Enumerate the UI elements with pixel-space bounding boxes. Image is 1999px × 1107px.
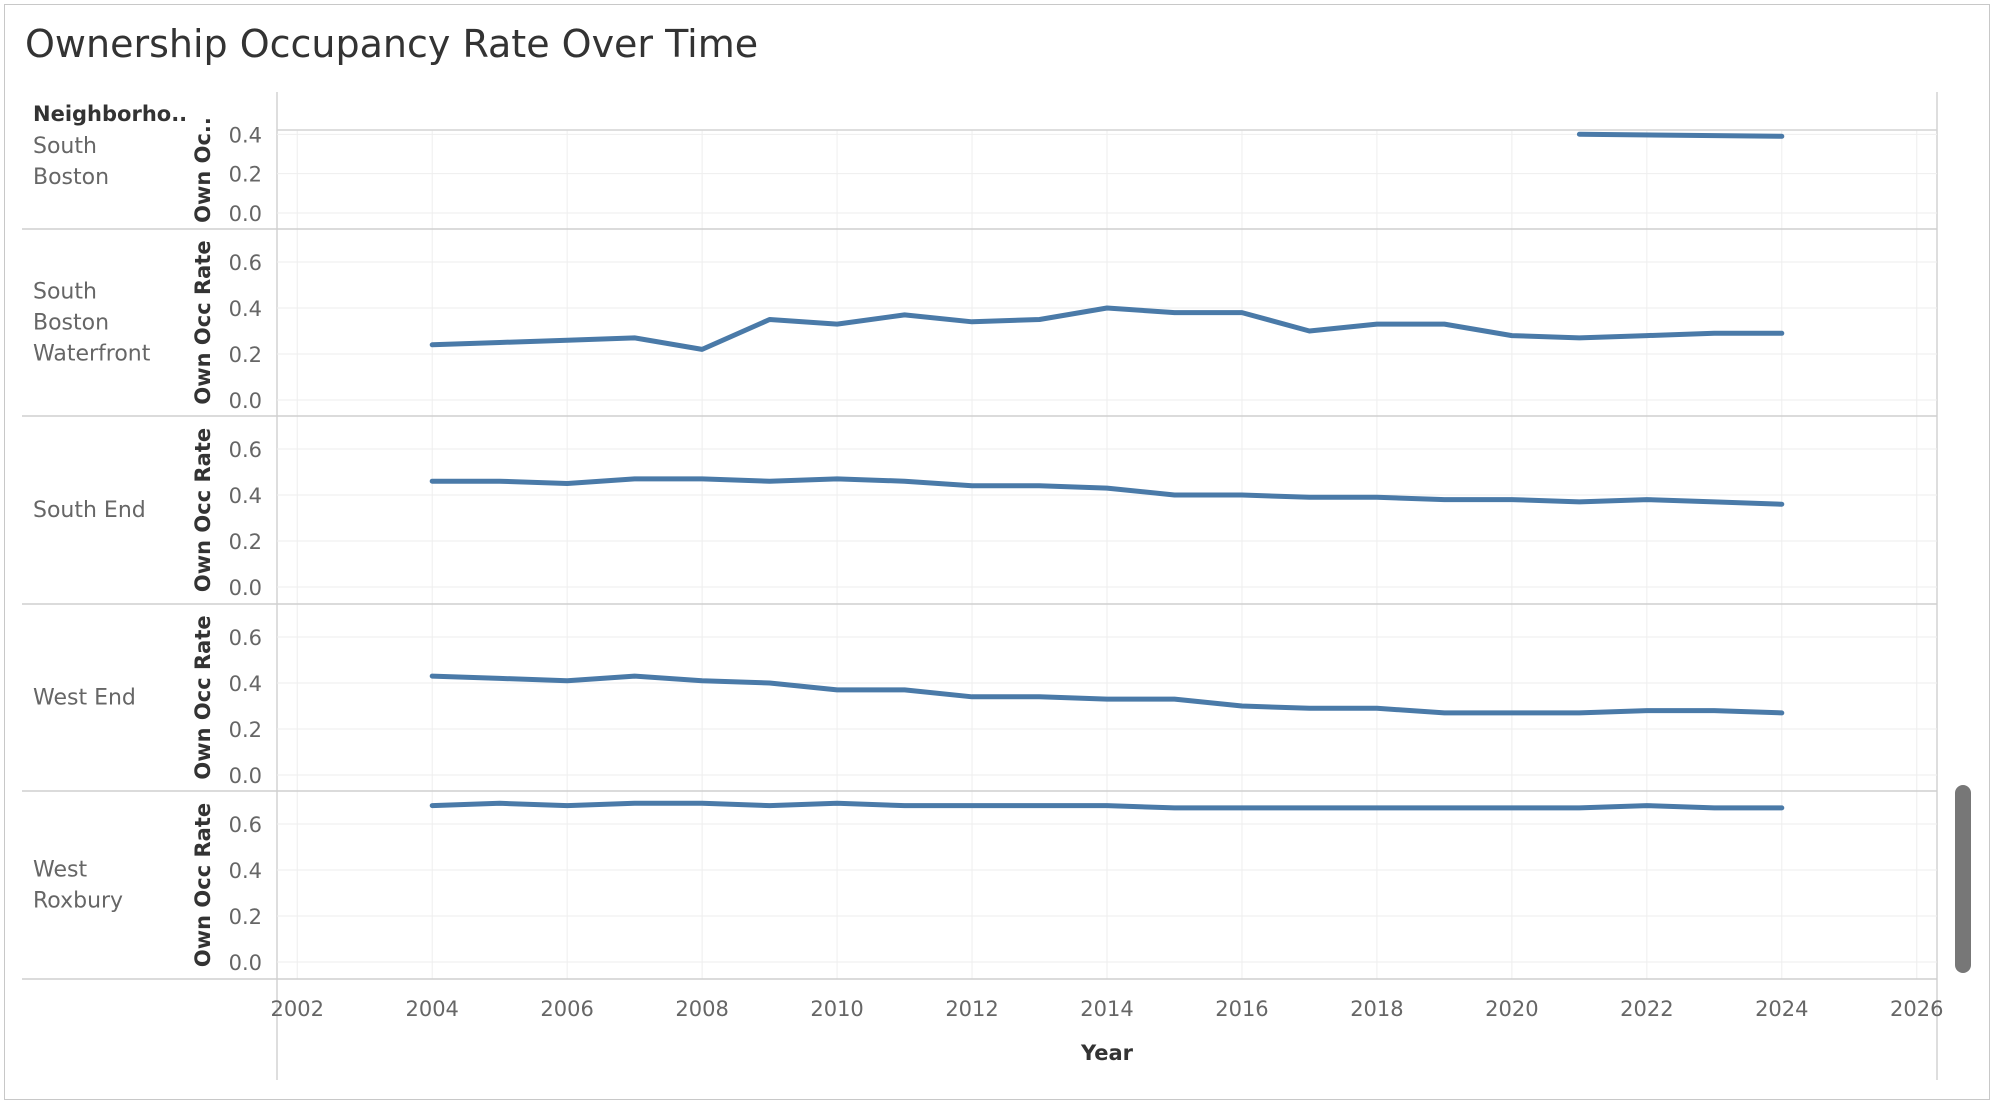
y-axis-label: Own Occ Rate (191, 803, 215, 967)
x-tick-label: 2012 (945, 997, 998, 1021)
row-label-west-roxbury: West (33, 858, 87, 883)
row-label-west-roxbury: Roxbury (33, 889, 123, 914)
row-label-west-end: West End (33, 686, 136, 711)
vertical-scrollbar[interactable] (1955, 785, 1971, 973)
x-tick-label: 2018 (1350, 997, 1403, 1021)
x-tick-label: 2020 (1485, 997, 1538, 1021)
y-tick-label: 0.4 (229, 859, 262, 883)
y-tick-label: 0.0 (229, 764, 262, 788)
x-tick-label: 2022 (1620, 997, 1673, 1021)
chart-title: Ownership Occupancy Rate Over Time (25, 22, 759, 66)
y-tick-label: 0.6 (229, 251, 262, 275)
series-line-west-end (429, 673, 1785, 716)
y-tick-label: 0.4 (229, 672, 262, 696)
y-tick-label: 0.6 (229, 813, 262, 837)
x-tick-label: 2006 (540, 997, 593, 1021)
y-tick-label: 0.0 (229, 389, 262, 413)
y-tick-label: 0.2 (229, 163, 262, 187)
y-tick-label: 0.4 (229, 123, 262, 147)
x-tick-label: 2004 (405, 997, 458, 1021)
row-label-south-boston-waterfront: Boston (33, 311, 109, 336)
series-line-south-boston (1576, 131, 1785, 139)
y-axis-label: Own Occ Rate (191, 615, 215, 779)
y-tick-label: 0.4 (229, 484, 262, 508)
y-tick-label: 0.0 (229, 576, 262, 600)
row-label-south-boston-waterfront: Waterfront (33, 342, 151, 367)
y-tick-label: 0.2 (229, 343, 262, 367)
y-axis-label: Own Oc.. (191, 117, 215, 223)
chart-frame (4, 4, 1990, 1100)
y-tick-label: 0.2 (229, 905, 262, 929)
y-tick-label: 0.6 (229, 626, 262, 650)
y-axis-label: Own Occ Rate (191, 428, 215, 592)
y-tick-label: 0.2 (229, 530, 262, 554)
x-tick-label: 2016 (1215, 997, 1268, 1021)
x-tick-label: 2002 (271, 997, 324, 1021)
y-tick-label: 0.2 (229, 718, 262, 742)
y-tick-label: 0.0 (229, 951, 262, 975)
x-tick-label: 2024 (1755, 997, 1808, 1021)
x-tick-label: 2008 (675, 997, 728, 1021)
row-label-south-boston-waterfront: South (33, 280, 97, 305)
y-tick-label: 0.6 (229, 438, 262, 462)
x-axis-label: Year (1080, 1041, 1134, 1065)
series-line-south-boston-waterfront (429, 305, 1785, 352)
row-label-south-end: South End (33, 498, 146, 523)
row-label-south-boston: Boston (33, 165, 109, 190)
row-label-south-boston: South (33, 134, 97, 159)
y-tick-label: 0.0 (229, 202, 262, 226)
x-tick-label: 2026 (1890, 997, 1943, 1021)
y-tick-label: 0.4 (229, 297, 262, 321)
x-tick-label: 2014 (1080, 997, 1133, 1021)
series-line-south-end (429, 476, 1785, 507)
row-header: Neighborho.. (33, 102, 187, 126)
y-axis-label: Own Occ Rate (191, 240, 215, 404)
series-line-west-roxbury (429, 800, 1785, 811)
x-tick-label: 2010 (810, 997, 863, 1021)
